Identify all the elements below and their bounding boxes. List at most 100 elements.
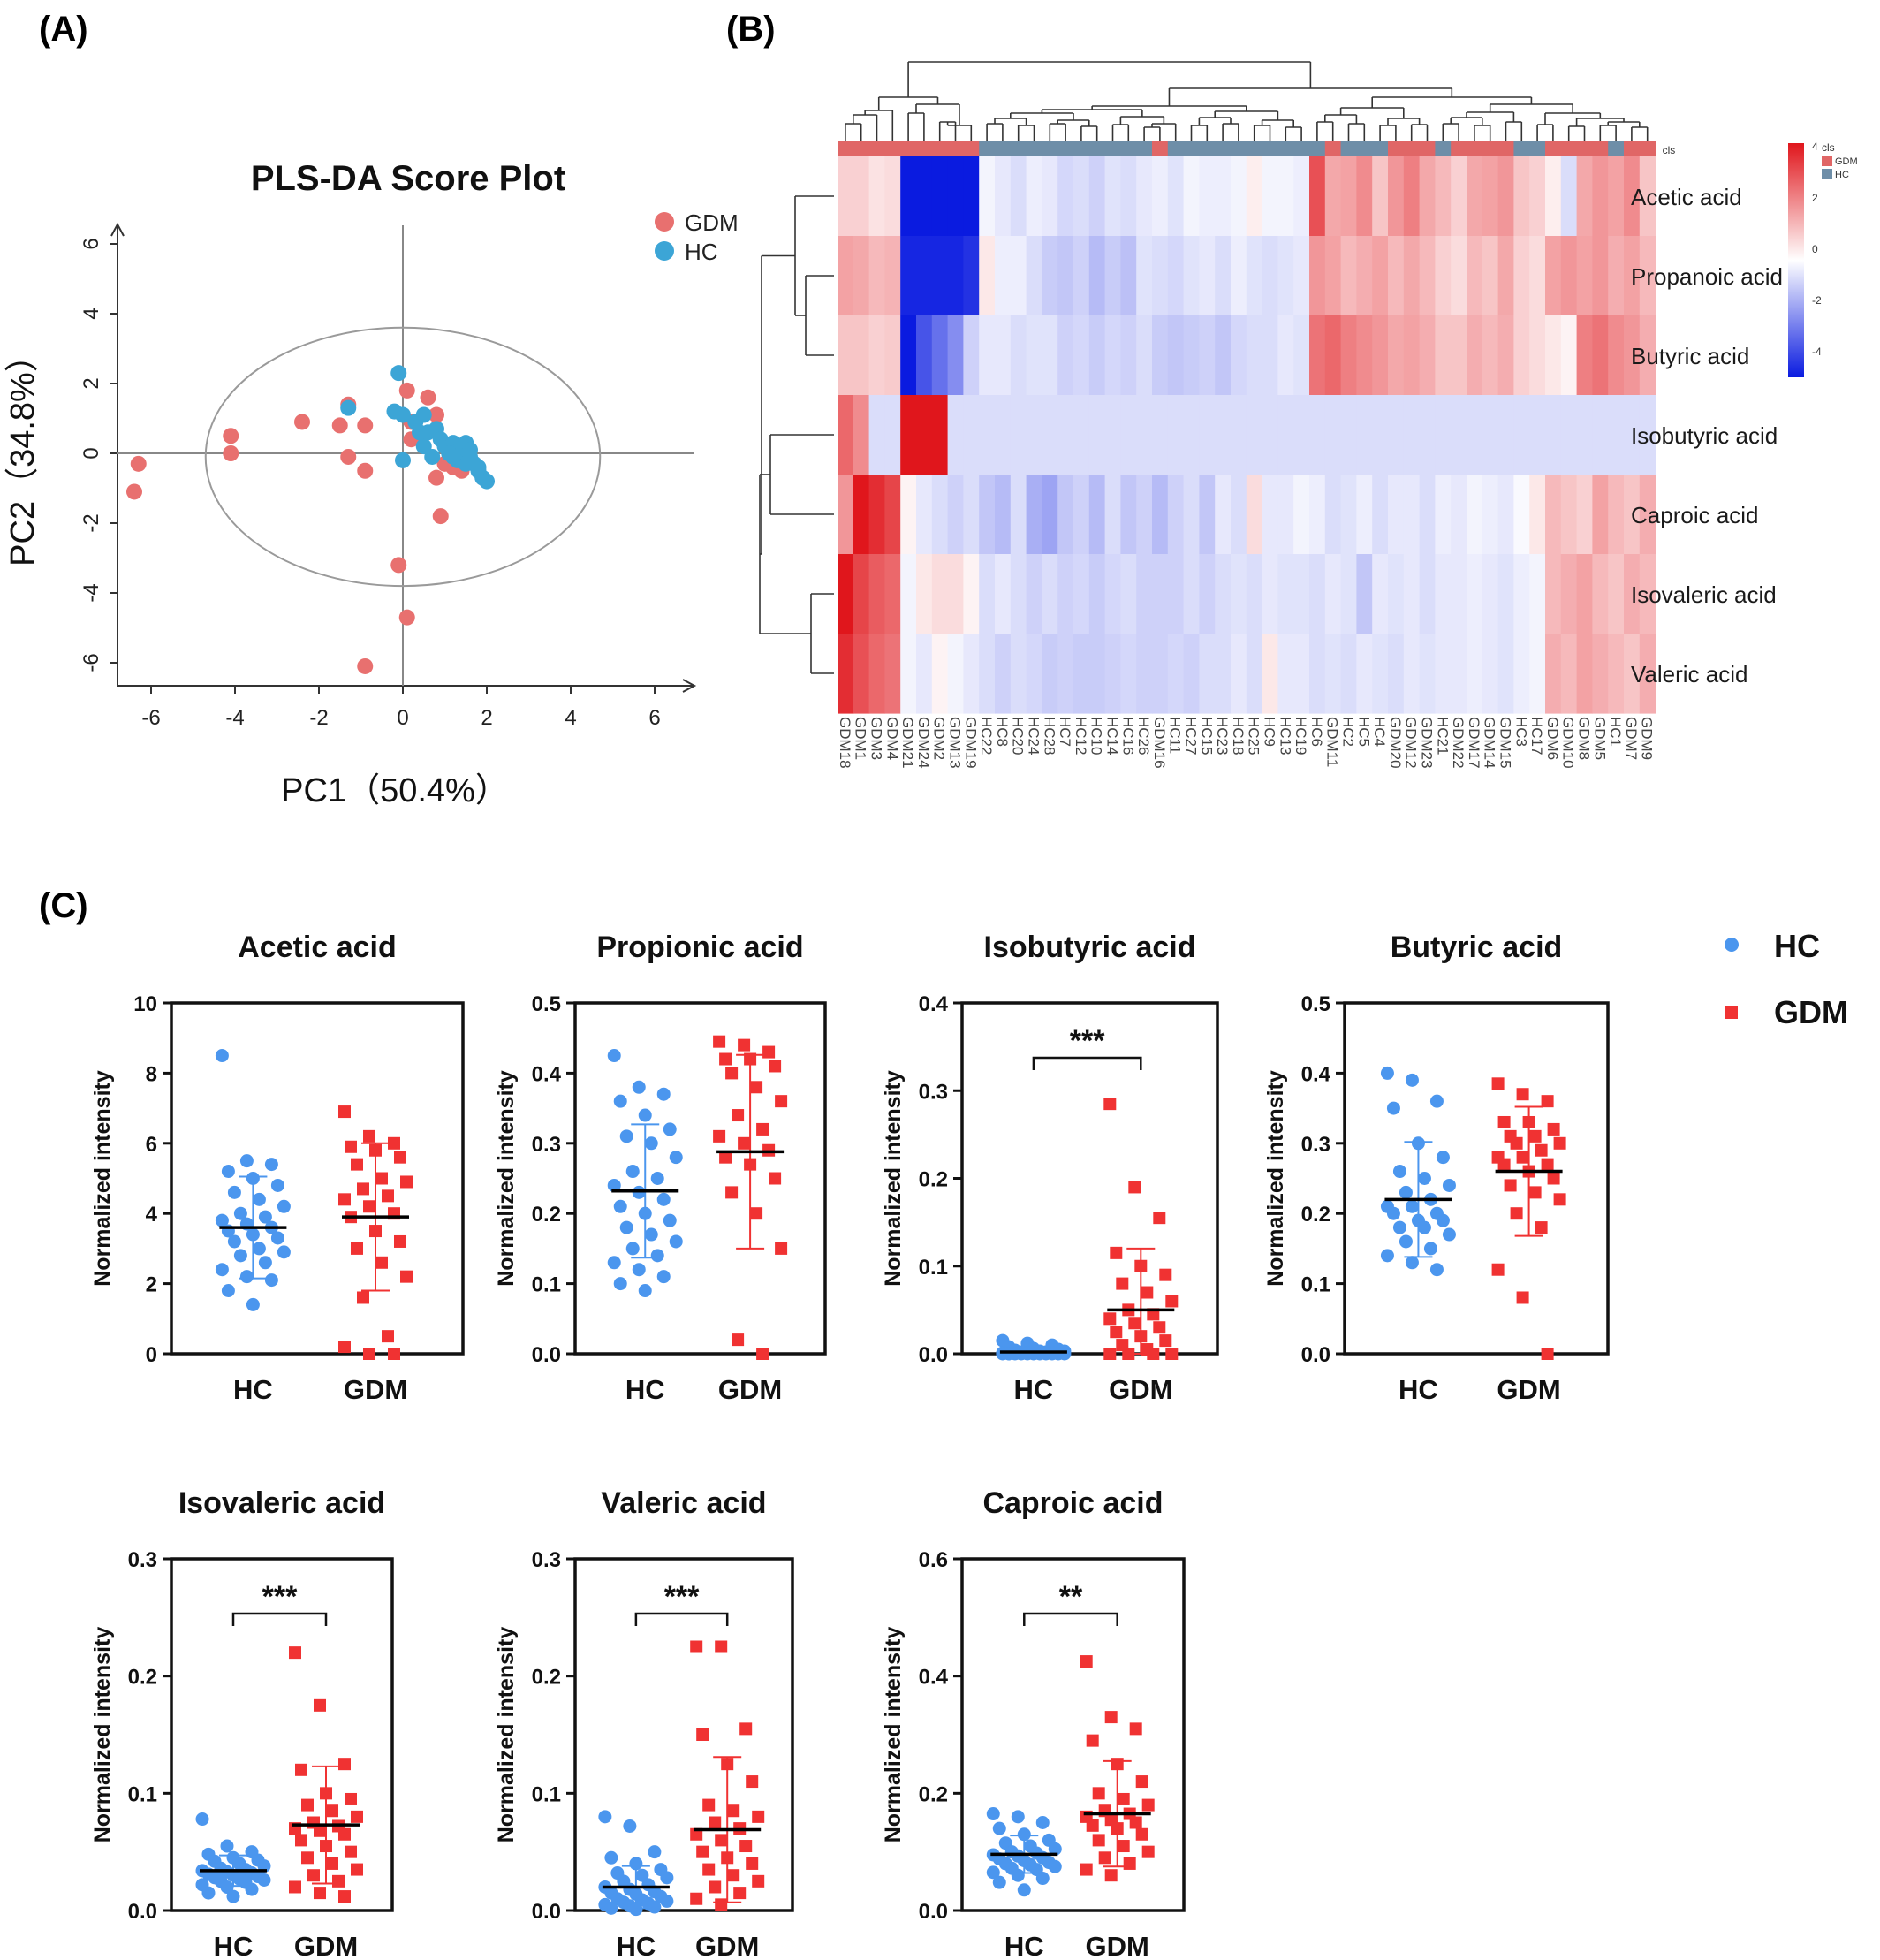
heatmap-cell bbox=[1467, 475, 1483, 555]
y-tick-label: 0.2 bbox=[1301, 1203, 1330, 1227]
data-point-gdm bbox=[744, 1158, 757, 1171]
y-tick-label: 4 bbox=[80, 308, 103, 319]
data-point-gdm bbox=[744, 1052, 757, 1066]
heatmap-cell bbox=[1482, 634, 1499, 714]
data-point-gdm bbox=[289, 1646, 301, 1660]
heatmap-cell bbox=[1497, 634, 1514, 714]
heatmap-cell bbox=[1324, 156, 1342, 237]
heatmap-cell bbox=[979, 315, 996, 396]
annotation-cell-hc bbox=[979, 141, 996, 156]
heatmap-cell bbox=[1624, 236, 1641, 316]
data-point-hc bbox=[644, 1227, 658, 1242]
heatmap-cell bbox=[1152, 156, 1169, 237]
heatmap-cell bbox=[963, 315, 980, 396]
data-point-hc bbox=[619, 1220, 633, 1234]
heatmap-cell bbox=[1419, 634, 1436, 714]
data-point-gdm bbox=[1110, 1326, 1123, 1339]
y-tick-label: 4 bbox=[146, 1203, 158, 1227]
heatmap-cell bbox=[916, 395, 933, 475]
heatmap-cell bbox=[1467, 236, 1483, 316]
heatmap-cell bbox=[1136, 554, 1153, 634]
column-label: GDM5 bbox=[1591, 717, 1608, 760]
heatmap-cell bbox=[1120, 554, 1137, 634]
data-point-gdm bbox=[400, 1175, 413, 1189]
heatmap-cell bbox=[995, 554, 1012, 634]
data-point-gdm bbox=[345, 1845, 357, 1858]
data-point-gdm bbox=[1541, 1158, 1554, 1171]
data-point-gdm bbox=[388, 1136, 400, 1150]
heatmap-cell bbox=[1088, 475, 1106, 555]
column-labels: GDM18GDM1GDM3GDM4GDM21GDM24GDM2GDM13GDM1… bbox=[837, 717, 1656, 769]
heatmap-cell bbox=[1497, 156, 1514, 237]
point-gdm bbox=[223, 428, 239, 444]
annotation-cell-hc bbox=[1042, 141, 1058, 156]
heatmap-cell bbox=[838, 156, 854, 237]
column-label: HC24 bbox=[1026, 717, 1042, 755]
heatmap-cell bbox=[1608, 315, 1625, 396]
heatmap-cell bbox=[1624, 156, 1641, 237]
dot-plot-title: Isobutyric acid bbox=[984, 931, 1196, 964]
data-point-hc bbox=[632, 1080, 646, 1094]
heatmap-cell bbox=[1435, 475, 1452, 555]
data-point-hc bbox=[648, 1900, 662, 1914]
heatmap-cell bbox=[931, 634, 949, 714]
data-point-gdm bbox=[1491, 1077, 1505, 1090]
heatmap-cell bbox=[1167, 475, 1185, 555]
data-point-gdm bbox=[382, 1330, 394, 1343]
heatmap-cell bbox=[1073, 475, 1090, 555]
annotation-cell-hc bbox=[1435, 141, 1452, 156]
row-label: Caproic acid bbox=[1631, 502, 1759, 528]
heatmap-cell bbox=[884, 554, 901, 634]
heatmap-cell bbox=[1340, 315, 1357, 396]
heatmap-cell bbox=[1545, 475, 1562, 555]
heatmap-cell bbox=[1576, 236, 1593, 316]
data-point-gdm bbox=[1129, 1816, 1142, 1829]
heatmap-cell bbox=[1639, 156, 1656, 237]
annotation-cell-hc bbox=[1293, 141, 1310, 156]
data-point-gdm bbox=[1116, 1277, 1129, 1290]
point-gdm bbox=[398, 609, 415, 626]
group-annotation-bar: cls bbox=[838, 141, 1675, 156]
annotation-cell-gdm bbox=[1388, 141, 1405, 156]
legend-label-gdm: GDM bbox=[1774, 994, 1848, 1030]
heatmap-cell bbox=[1199, 634, 1216, 714]
heatmap-cell bbox=[947, 236, 964, 316]
column-label: GDM3 bbox=[868, 717, 885, 760]
data-point-gdm bbox=[725, 1067, 739, 1080]
data-point-hc bbox=[1399, 1185, 1413, 1199]
heatmap-cell bbox=[1560, 156, 1578, 237]
y-tick-label: 0.0 bbox=[532, 1900, 561, 1924]
point-gdm bbox=[428, 406, 444, 423]
data-point-gdm bbox=[739, 1722, 753, 1736]
data-point-hc bbox=[1392, 1220, 1406, 1234]
data-point-hc bbox=[638, 1284, 652, 1298]
heatmap-cell bbox=[838, 395, 854, 475]
heatmap-cell bbox=[1246, 475, 1263, 555]
heatmap-cell bbox=[1451, 554, 1467, 634]
heatmap-cell bbox=[1513, 236, 1530, 316]
heatmap-cell bbox=[1215, 315, 1232, 396]
data-point-gdm bbox=[1092, 1787, 1105, 1800]
heatmap-cell bbox=[853, 475, 870, 555]
heatmap-cell bbox=[1088, 395, 1106, 475]
heatmap-cell bbox=[868, 475, 885, 555]
data-point-hc bbox=[1020, 1347, 1035, 1361]
heatmap-cell bbox=[900, 395, 917, 475]
heatmap-cell bbox=[1058, 475, 1074, 555]
column-label: HC18 bbox=[1230, 717, 1247, 755]
data-point-gdm bbox=[338, 1758, 351, 1771]
data-point-gdm bbox=[357, 1291, 369, 1304]
data-point-gdm bbox=[375, 1172, 388, 1185]
heatmap-cell bbox=[1088, 554, 1106, 634]
heatmap-cell bbox=[1120, 156, 1137, 237]
column-label: GDM4 bbox=[883, 717, 900, 760]
data-point-hc bbox=[656, 1192, 671, 1206]
heatmap-cell bbox=[1529, 554, 1546, 634]
point-hc bbox=[479, 473, 495, 490]
data-point-hc bbox=[648, 1845, 662, 1859]
y-axis-arrow bbox=[110, 222, 125, 237]
heatmap-cell bbox=[1073, 156, 1090, 237]
heatmap-cell bbox=[1309, 634, 1326, 714]
heatmap-cell bbox=[1293, 475, 1310, 555]
heatmap-cell bbox=[1088, 236, 1106, 316]
